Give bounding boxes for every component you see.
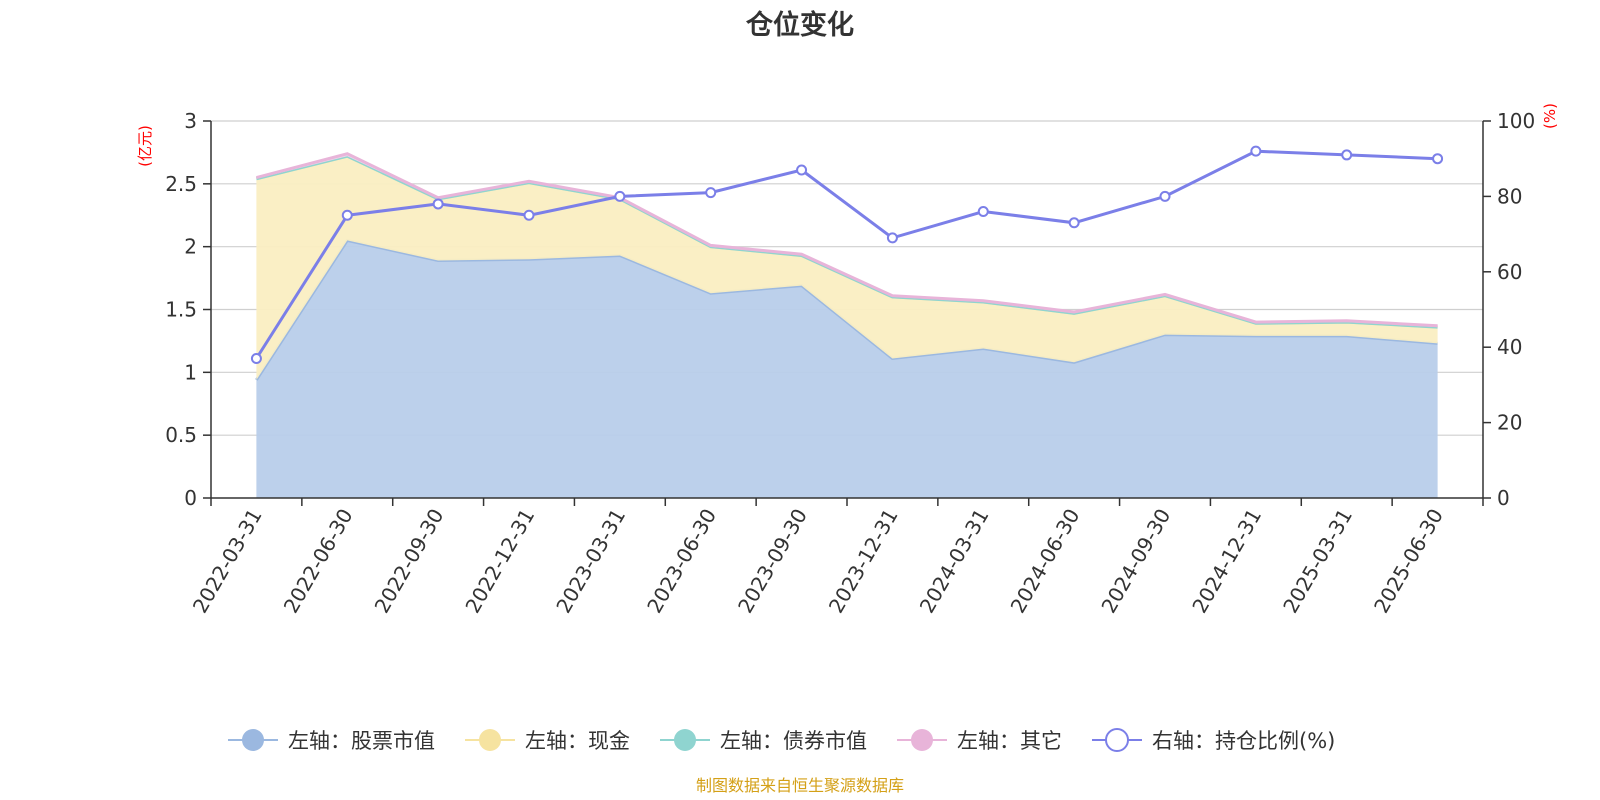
right-axis-unit: (%) [1541,103,1559,129]
ratio-point [977,205,989,217]
area-左轴：现金 [256,156,1438,380]
ratio-point [886,232,898,244]
legend-item[interactable]: 左轴：股票市值 [228,729,435,753]
ratio-point [1432,153,1444,165]
left-tick-label: 0 [184,486,197,510]
legend-marker [1105,728,1129,752]
area-左轴：股票市值 [256,240,1438,498]
x-tick-label: 2023-09-30 [733,505,812,618]
ratio-point [250,353,262,365]
legend-item[interactable]: 左轴：现金 [465,729,630,753]
legend-marker [674,729,696,751]
x-tick-label: 2024-09-30 [1096,505,1175,618]
legend: 左轴：股票市值 左轴：现金 左轴：债券市值 左轴：其它 右轴：持仓比例(%) [228,728,1335,753]
x-tick-label: 2023-06-30 [642,505,721,618]
x-tick-label: 2022-12-31 [460,505,539,618]
right-tick-label: 40 [1497,335,1522,359]
x-tick-label: 2024-06-30 [1006,505,1085,618]
left-tick-label: 3 [184,109,197,133]
x-tick-label: 2024-12-31 [1187,505,1266,618]
right-tick-label: 80 [1497,184,1522,208]
legend-marker [479,729,501,751]
ratio-point [341,209,353,221]
x-tick-label: 2024-03-31 [915,504,994,617]
ratio-point [432,198,444,210]
legend-item[interactable]: 左轴：债券市值 [660,729,867,753]
x-tick-label: 2022-09-30 [370,504,449,617]
right-tick-label: 60 [1497,260,1522,284]
x-tick-label: 2025-03-31 [1278,505,1357,618]
source-note: 制图数据来自恒生聚源数据库 [696,776,904,795]
ratio-point [1250,145,1262,157]
legend-label: 右轴：持仓比例(%) [1152,729,1335,753]
left-tick-label: 0.5 [165,423,197,447]
ratio-line-path [255,149,1438,360]
right-tick-label: 100 [1497,109,1535,133]
x-tick-label: 2025-06-30 [1369,505,1448,618]
area-edge-左轴：其它 [256,152,1438,328]
x-tick-label: 2023-12-31 [824,505,903,618]
left-tick-label: 1 [184,360,197,384]
legend-item[interactable]: 左轴：其它 [897,729,1062,753]
ratio-point [705,187,717,199]
legend-marker [911,729,933,751]
legend-label: 左轴：债券市值 [720,729,867,753]
ratio-point [796,164,808,176]
stacked-areas [255,152,1438,498]
legend-item[interactable]: 右轴：持仓比例(%) [1092,728,1335,753]
right-tick-label: 20 [1497,411,1522,435]
ratio-point [614,190,626,202]
x-tick-label: 2023-03-31 [551,505,630,618]
x-tick-label: 2022-06-30 [279,505,358,618]
x-tick-label: 2022-03-31 [188,505,267,618]
ratio-point [523,209,535,221]
legend-label: 左轴：现金 [525,729,630,753]
left-axis-unit: (亿元) [136,125,154,167]
left-tick-label: 1.5 [165,298,197,322]
legend-label: 左轴：其它 [957,729,1062,753]
ratio-point [1068,217,1080,229]
legend-marker [242,729,264,751]
ratio-point [1159,190,1171,202]
right-tick-label: 0 [1497,486,1510,510]
left-tick-label: 2 [184,235,197,259]
legend-label: 左轴：股票市值 [288,729,435,753]
left-tick-label: 2.5 [165,172,197,196]
chart-title: 仓位变化 [745,9,854,41]
ratio-point [1341,149,1353,161]
ratio-line [250,145,1444,365]
